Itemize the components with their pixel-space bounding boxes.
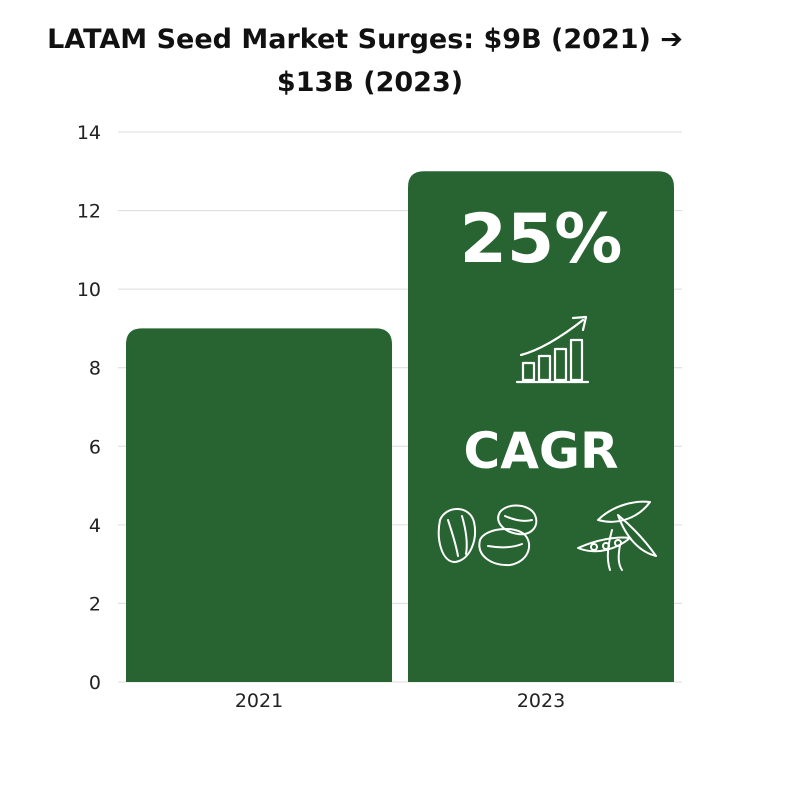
cagr-annotation: 25% CAGR [437, 200, 657, 571]
soybean-pod-icon [577, 500, 657, 571]
y-tick-label: 10 [77, 279, 101, 301]
chart-title-line-1: LATAM Seed Market Surges: $9B (2021) ➔ [47, 24, 683, 55]
y-tick-label: 4 [89, 515, 101, 537]
y-tick-label: 8 [89, 358, 101, 380]
y-tick-label: 0 [89, 672, 101, 694]
cagr-value: 25% [460, 200, 623, 279]
y-tick-label: 2 [89, 593, 101, 615]
y-tick-label: 12 [77, 201, 101, 223]
bar-2021 [126, 328, 392, 682]
x-tick-label: 2021 [235, 690, 283, 712]
y-axis: 0 2 4 6 8 10 12 14 [77, 122, 101, 694]
growth-chart-icon [515, 315, 590, 384]
bars [126, 171, 674, 683]
seeds-icon [437, 504, 538, 567]
y-tick-label: 14 [77, 122, 101, 144]
y-tick-label: 6 [89, 436, 101, 458]
x-axis: 2021 2023 [235, 690, 565, 712]
chart-title: LATAM Seed Market Surges: $9B (2021) ➔ $… [0, 18, 730, 104]
x-tick-label: 2023 [517, 690, 565, 712]
chart-title-line-2: $13B (2023) [276, 67, 464, 98]
cagr-label: CAGR [464, 422, 619, 480]
